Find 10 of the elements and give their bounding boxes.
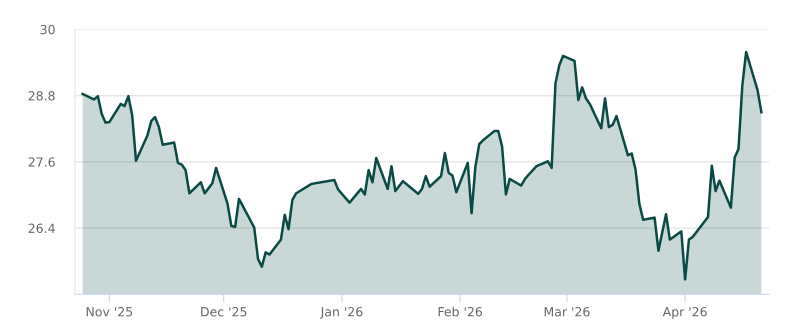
x-tick-label: Apr '26 xyxy=(662,307,707,319)
x-tick-label: Mar '26 xyxy=(544,307,590,316)
y-tick-label: 28.8 xyxy=(28,91,55,101)
y-tick-label: 26.4 xyxy=(28,224,55,233)
x-tick-label: Nov '25 xyxy=(86,307,132,316)
x-tick-label: Feb '26 xyxy=(438,306,482,316)
x-tick-label: Dec '25 xyxy=(201,307,246,316)
y-tick-label: 30 xyxy=(40,24,55,34)
y-tick-label: 27.6 xyxy=(28,157,55,167)
x-tick-label: Jan '26 xyxy=(320,307,362,319)
